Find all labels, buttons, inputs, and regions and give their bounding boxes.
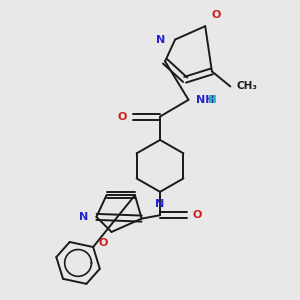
Text: O: O xyxy=(118,112,127,122)
Text: N: N xyxy=(157,34,166,45)
Text: H: H xyxy=(208,95,217,105)
Text: CH₃: CH₃ xyxy=(237,81,258,92)
Text: NH: NH xyxy=(196,95,214,105)
Text: N: N xyxy=(79,212,88,222)
Text: O: O xyxy=(211,10,220,20)
Text: O: O xyxy=(193,210,202,220)
Text: N: N xyxy=(155,199,165,208)
Text: O: O xyxy=(99,238,108,248)
